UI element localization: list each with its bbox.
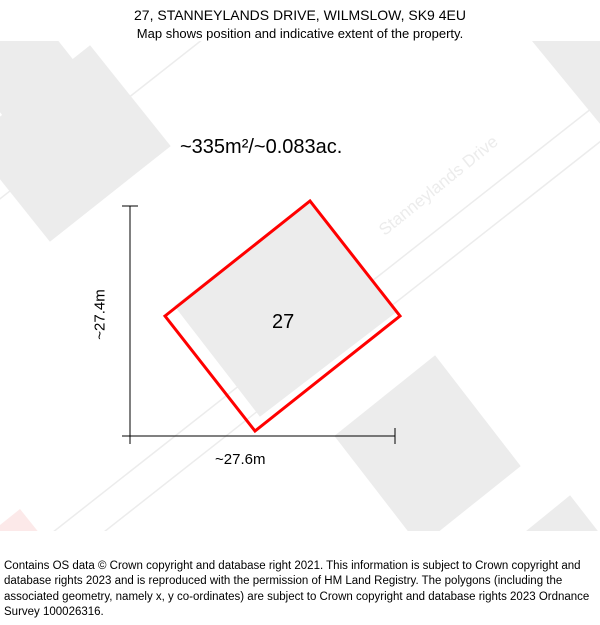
map-svg	[0, 41, 600, 531]
page-title: 27, STANNEYLANDS DRIVE, WILMSLOW, SK9 4E…	[0, 0, 600, 26]
page-subtitle: Map shows position and indicative extent…	[0, 26, 600, 41]
copyright-text: Contains OS data © Crown copyright and d…	[4, 559, 596, 621]
area-label: ~335m²/~0.083ac.	[180, 136, 342, 159]
plot-number-label: 27	[272, 311, 294, 334]
dim-height-label: ~27.4m	[92, 289, 109, 339]
dim-width-label: ~27.6m	[215, 451, 265, 468]
map-area: Stanneylands Drive ~335m²/~0.083ac. 27 ~…	[0, 41, 600, 531]
